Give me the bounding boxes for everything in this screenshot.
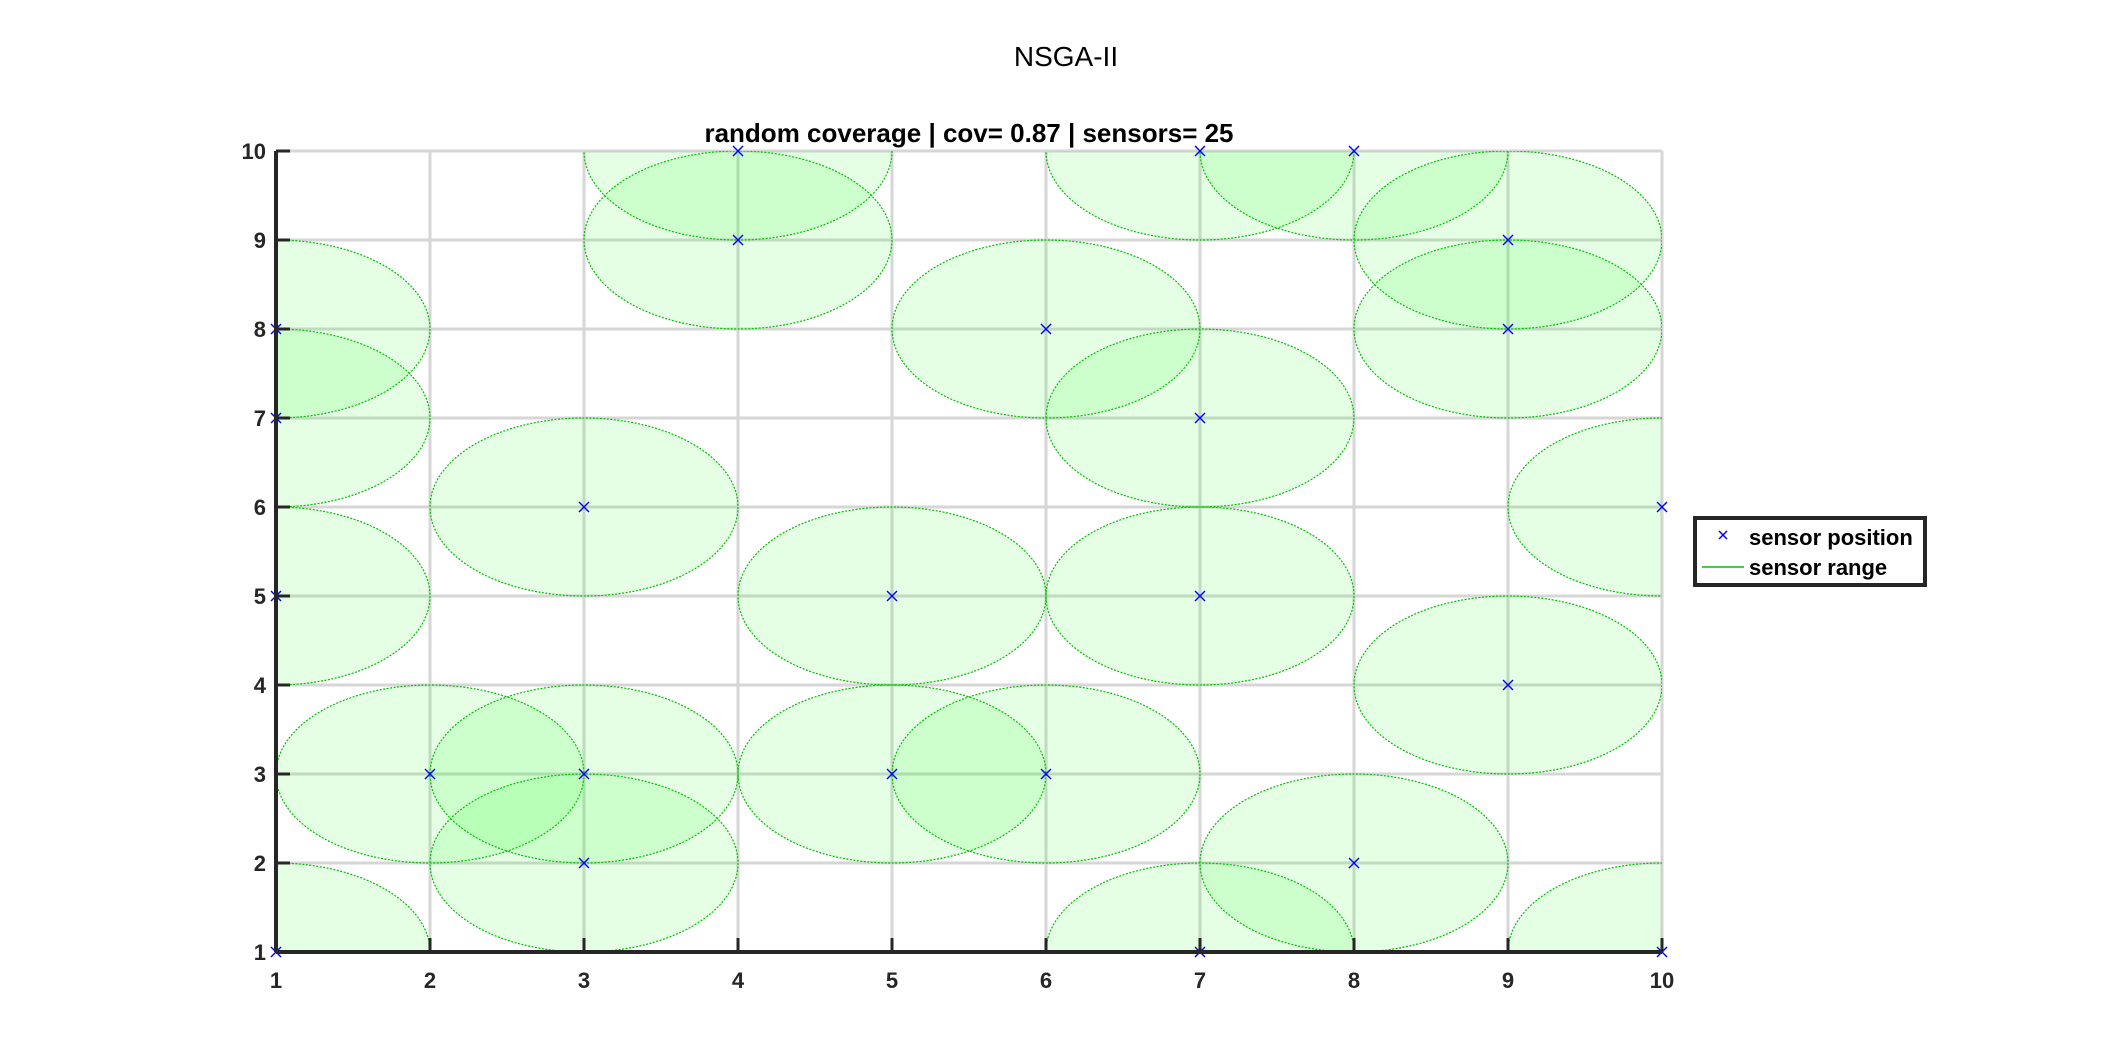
y-tick-label: 10 <box>242 139 266 164</box>
x-tick-label: 5 <box>886 968 898 993</box>
sensor-position-marker <box>886 768 898 780</box>
y-tick-label: 5 <box>254 584 266 609</box>
sensor-position-marker <box>732 234 744 246</box>
sensor-position-marker <box>1348 857 1360 869</box>
sensor-position-marker <box>1656 501 1668 513</box>
sensor-range-circle <box>1045 151 1355 241</box>
sensor-position-marker <box>1502 323 1514 335</box>
figure-title: NSGA-II <box>1014 41 1118 72</box>
x-tick-label: 2 <box>424 968 436 993</box>
y-tick-label: 3 <box>254 762 266 787</box>
sensor-position-marker <box>1040 323 1052 335</box>
sensor-range-circle <box>1045 862 1355 952</box>
sensor-range-circle <box>276 862 431 952</box>
legend: sensor position sensor range <box>1693 516 1927 587</box>
sensor-position-marker <box>1502 679 1514 691</box>
x-tick-label: 6 <box>1040 968 1052 993</box>
sensor-range-circle <box>1507 862 1662 952</box>
sensor-position-marker <box>1194 145 1206 157</box>
x-tick-label: 10 <box>1650 968 1674 993</box>
sensor-range-circle <box>1507 417 1662 597</box>
sensor-position-marker <box>578 501 590 513</box>
sensor-position-marker <box>732 145 744 157</box>
legend-label-sensor-position: sensor position <box>1749 525 1913 550</box>
x-tick-label: 8 <box>1348 968 1360 993</box>
x-tick-label: 1 <box>270 968 282 993</box>
sensor-position-marker <box>578 768 590 780</box>
sensor-position-marker <box>424 768 436 780</box>
plot-area <box>276 151 1662 952</box>
x-tick-label: 4 <box>732 968 745 993</box>
axes <box>274 151 1662 954</box>
sensor-range-circle <box>276 328 431 508</box>
sensor-position-marker <box>1348 145 1360 157</box>
y-tick-label: 7 <box>254 406 266 431</box>
ticks: 1 2 3 4 5 6 7 8 9 10 1 2 3 4 5 6 7 8 9 10 <box>242 139 1675 993</box>
x-tick-label: 7 <box>1194 968 1206 993</box>
x-tick-label: 9 <box>1502 968 1514 993</box>
y-tick-label: 2 <box>254 851 266 876</box>
y-tick-label: 1 <box>254 940 266 965</box>
sensor-range-circle <box>276 506 431 686</box>
sensor-range-circle <box>276 239 431 419</box>
sensor-position-marker <box>1194 590 1206 602</box>
x-tick-label: 3 <box>578 968 590 993</box>
sensor-position-marker <box>578 857 590 869</box>
chart-title: random coverage | cov= 0.87 | sensors= 2… <box>704 118 1233 148</box>
y-tick-label: 8 <box>254 317 266 342</box>
sensor-position-marker <box>1502 234 1514 246</box>
y-tick-label: 4 <box>254 673 267 698</box>
sensor-position-marker <box>1040 768 1052 780</box>
y-tick-label: 9 <box>254 228 266 253</box>
sensor-range-circle <box>1199 151 1509 241</box>
sensor-position-marker <box>1194 412 1206 424</box>
legend-label-sensor-range: sensor range <box>1749 555 1887 580</box>
legend-marker-x-icon <box>1718 530 1728 540</box>
sensor-position-marker <box>886 590 898 602</box>
y-tick-label: 6 <box>254 495 266 520</box>
legend-box <box>1693 516 1927 587</box>
